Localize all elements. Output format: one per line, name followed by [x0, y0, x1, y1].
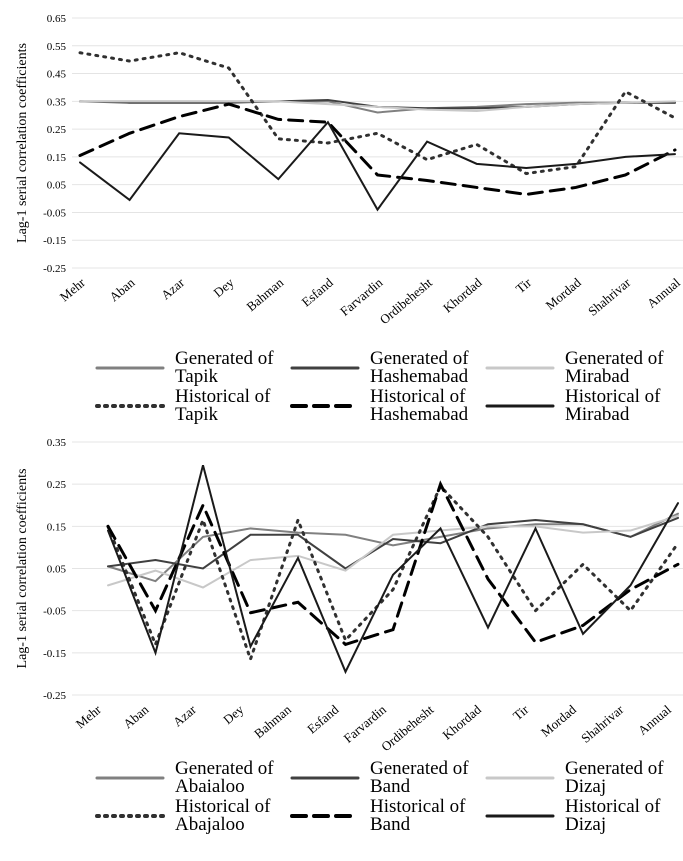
- series-line: [106, 483, 680, 664]
- x-tick-label: Mordad: [543, 274, 585, 312]
- y-tick-label: -0.15: [43, 648, 66, 660]
- x-tick-label: Mehr: [57, 274, 89, 304]
- legend-label: Historical of Mirabad: [565, 386, 661, 425]
- x-tick-label: Ordibehesht: [377, 275, 436, 328]
- y-tick-label: 0.35: [47, 96, 67, 108]
- legend-item: Generated of Abaialoo: [95, 758, 290, 797]
- legend-swatch: [290, 814, 360, 818]
- legend-label: Generated of Mirabad: [565, 348, 664, 387]
- x-tick-label: Dey: [210, 274, 237, 300]
- legend-swatch: [290, 366, 360, 370]
- y-axis-label: Lag-1 serial correlation coefficients: [15, 43, 30, 243]
- legend-item: Historical of Tapik: [95, 386, 290, 425]
- legend-swatch: [95, 814, 165, 818]
- legend-swatch: [485, 776, 555, 780]
- legend-item: Generated of Mirabad: [485, 348, 680, 387]
- legend-item: Generated of Dizaj: [485, 758, 680, 797]
- y-tick-label: 0.05: [47, 180, 67, 192]
- y-axis-label: Lag-1 serial correlation coefficients: [15, 469, 30, 669]
- y-tick-label: 0.15: [47, 521, 67, 533]
- x-tick-label: Aban: [106, 274, 138, 304]
- x-tick-label: Tir: [510, 701, 532, 723]
- legend-item: Generated of Band: [290, 758, 485, 797]
- legend-swatch: [290, 776, 360, 780]
- legend: Generated of Abaialoo Generated of Band Ge…: [95, 758, 680, 835]
- legend-label: Historical of Dizaj: [565, 796, 661, 835]
- x-tick-label: Bahman: [251, 701, 294, 741]
- y-tick-label: -0.15: [43, 235, 66, 247]
- series-line: [79, 100, 676, 113]
- legend-label: Historical of Band: [370, 796, 466, 835]
- y-tick-label: 0.55: [47, 41, 67, 53]
- x-tick-label: Shahrivar: [578, 701, 627, 745]
- y-tick-label: -0.05: [43, 606, 66, 618]
- x-tick-label: Annual: [644, 275, 683, 311]
- y-tick-label: 0.65: [47, 13, 67, 25]
- x-tick-label: Azar: [170, 701, 200, 729]
- legend-label: Generated of Hashemabad: [370, 348, 469, 387]
- legend-swatch: [290, 404, 360, 408]
- y-tick-label: 0.25: [47, 124, 67, 136]
- legend-swatch: [95, 776, 165, 780]
- series-line: [107, 514, 679, 589]
- legend-swatch: [485, 404, 555, 408]
- x-tick-label: Esfand: [299, 274, 337, 309]
- y-tick-label: 0.15: [47, 152, 67, 164]
- series-line: [107, 516, 679, 570]
- x-tick-label: Ordibehesht: [378, 702, 437, 755]
- legend-label: Generated of Tapik: [175, 348, 274, 387]
- chart: -0.25 -0.15 -0.05 0.05 0.15 0.25 0.35 0.45 0.55 0…: [15, 13, 683, 328]
- legend-item: Historical of Mirabad: [485, 386, 680, 425]
- chart: -0.25 -0.15 -0.05 0.05 0.15 0.25 0.35 Lag-1 ser…: [15, 437, 683, 755]
- x-tick-label: Farvardin: [337, 274, 386, 318]
- y-tick-label: -0.25: [43, 690, 66, 702]
- x-tick-label: Esfand: [304, 701, 342, 736]
- legend-item: Historical of Abajaloo: [95, 796, 290, 835]
- legend-swatch: [95, 366, 165, 370]
- legend-swatch: [485, 814, 555, 818]
- legend-item: Generated of Tapik: [95, 348, 290, 387]
- legend-item: Historical of Hashemabad: [290, 386, 485, 425]
- x-tick-label: Bahman: [243, 274, 286, 314]
- x-tick-label: Azar: [158, 274, 188, 302]
- legend-swatch: [485, 366, 555, 370]
- x-tick-label: Tir: [513, 274, 535, 296]
- legend-label: Historical of Hashemabad: [370, 386, 469, 425]
- legend-item: Historical of Band: [290, 796, 485, 835]
- legend-item: Generated of Hashemabad: [290, 348, 485, 387]
- y-tick-label: 0.05: [47, 564, 67, 576]
- y-tick-label: -0.25: [43, 263, 66, 275]
- legend-label: Generated of Abaialoo: [175, 758, 274, 797]
- y-tick-label: -0.05: [43, 207, 66, 219]
- series-line: [107, 464, 679, 675]
- x-tick-label: Shahrivar: [585, 274, 634, 318]
- legend-label: Generated of Dizaj: [565, 758, 664, 797]
- x-tick-label: Mehr: [73, 701, 105, 731]
- x-tick-label: Mordad: [538, 701, 580, 739]
- series-line: [78, 51, 677, 176]
- x-tick-label: Khordad: [439, 701, 484, 742]
- series-line: [78, 102, 677, 196]
- series-line: [79, 120, 676, 212]
- y-tick-label: 0.25: [47, 479, 67, 491]
- legend: Generated of Tapik Generated of Hashemaba…: [95, 348, 680, 425]
- legend-item: Historical of Dizaj: [485, 796, 680, 835]
- x-tick-label: Annual: [635, 702, 674, 738]
- y-tick-label: 0.45: [47, 69, 67, 81]
- y-tick-label: 0.35: [47, 437, 67, 449]
- legend-swatch: [95, 404, 165, 408]
- legend-label: Historical of Tapik: [175, 386, 271, 425]
- series-line: [106, 480, 680, 647]
- legend-label: Historical of Abajaloo: [175, 796, 271, 835]
- x-tick-label: Dey: [220, 701, 247, 727]
- legend-label: Generated of Band: [370, 758, 469, 797]
- x-tick-label: Khordad: [440, 274, 485, 315]
- x-tick-label: Aban: [120, 701, 152, 731]
